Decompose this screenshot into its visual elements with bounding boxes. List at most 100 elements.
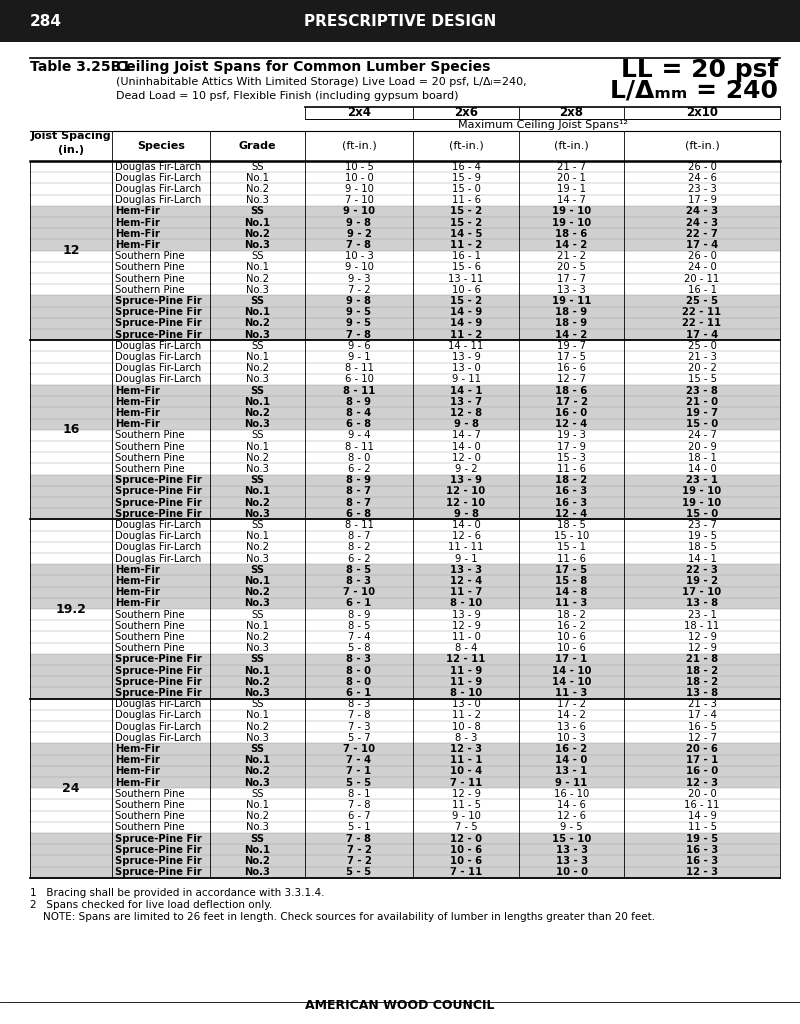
Text: 16 - 10: 16 - 10 — [554, 788, 589, 799]
Text: 24 - 3: 24 - 3 — [686, 218, 718, 227]
Text: 6 - 2: 6 - 2 — [348, 554, 370, 563]
Text: 5 - 1: 5 - 1 — [348, 822, 370, 833]
Bar — [30, 161, 780, 172]
Bar — [30, 228, 780, 240]
Text: No.3: No.3 — [245, 777, 270, 787]
Text: Douglas Fir-Larch: Douglas Fir-Larch — [115, 722, 202, 731]
Text: No.1: No.1 — [245, 397, 270, 407]
Text: Douglas Fir-Larch: Douglas Fir-Larch — [115, 196, 202, 205]
Bar — [30, 497, 780, 508]
Text: No.2: No.2 — [246, 632, 269, 642]
Text: 18 - 6: 18 - 6 — [555, 386, 588, 395]
Text: 17 - 2: 17 - 2 — [557, 699, 586, 710]
Text: 15 - 0: 15 - 0 — [686, 509, 718, 519]
Text: No.2: No.2 — [246, 453, 269, 463]
Text: No.1: No.1 — [245, 307, 270, 317]
Text: No.3: No.3 — [246, 196, 269, 205]
Text: 14 - 10: 14 - 10 — [552, 666, 591, 676]
Bar — [30, 430, 780, 441]
Text: 8 - 3: 8 - 3 — [455, 733, 477, 742]
Text: SS: SS — [251, 788, 264, 799]
Text: 10 - 5: 10 - 5 — [345, 162, 374, 172]
Text: Spruce-Pine Fir: Spruce-Pine Fir — [115, 654, 202, 665]
Text: 11 - 3: 11 - 3 — [555, 688, 588, 698]
Text: 18 - 9: 18 - 9 — [555, 318, 587, 329]
Text: 8 - 7: 8 - 7 — [346, 498, 371, 508]
Bar — [30, 598, 780, 609]
Text: 13 - 9: 13 - 9 — [451, 352, 481, 362]
Text: SS: SS — [251, 430, 264, 440]
Text: 13 - 8: 13 - 8 — [686, 688, 718, 698]
Text: 14 - 0: 14 - 0 — [452, 520, 480, 530]
Text: 12 - 4: 12 - 4 — [555, 509, 588, 519]
Text: 18 - 2: 18 - 2 — [557, 609, 586, 620]
Bar — [30, 866, 780, 878]
Text: Hem-Fir: Hem-Fir — [115, 587, 160, 597]
Text: 13 - 11: 13 - 11 — [448, 273, 484, 284]
Text: 18 - 2: 18 - 2 — [686, 677, 718, 687]
Text: 15 - 0: 15 - 0 — [451, 184, 481, 194]
Bar — [30, 508, 780, 519]
Text: 11 - 11: 11 - 11 — [448, 543, 484, 552]
Text: SS: SS — [251, 162, 264, 172]
Bar — [30, 833, 780, 844]
Text: 14 - 5: 14 - 5 — [450, 228, 482, 239]
Text: Table 3.25B1: Table 3.25B1 — [30, 60, 131, 74]
Text: 19 - 5: 19 - 5 — [687, 531, 717, 542]
Text: Douglas Fir-Larch: Douglas Fir-Larch — [115, 162, 202, 172]
Text: Douglas Fir-Larch: Douglas Fir-Larch — [115, 520, 202, 530]
Text: Douglas Fir-Larch: Douglas Fir-Larch — [115, 711, 202, 721]
Text: 7 - 4: 7 - 4 — [346, 756, 371, 765]
Text: Douglas Fir-Larch: Douglas Fir-Larch — [115, 531, 202, 542]
Text: 17 - 1: 17 - 1 — [686, 756, 718, 765]
Text: 20 - 2: 20 - 2 — [687, 364, 717, 373]
Bar — [30, 340, 780, 351]
Text: 8 - 5: 8 - 5 — [346, 565, 371, 574]
Text: 20 - 0: 20 - 0 — [688, 788, 716, 799]
Bar — [30, 195, 780, 206]
Text: SS: SS — [251, 609, 264, 620]
Text: No.3: No.3 — [246, 554, 269, 563]
Text: 17 - 9: 17 - 9 — [557, 441, 586, 452]
Text: 7 - 8: 7 - 8 — [346, 240, 371, 250]
Text: 8 - 9: 8 - 9 — [348, 609, 370, 620]
Bar — [30, 676, 780, 687]
Text: 14 - 2: 14 - 2 — [555, 240, 588, 250]
Text: 21 - 2: 21 - 2 — [557, 251, 586, 261]
Text: 18 - 2: 18 - 2 — [555, 475, 587, 485]
Text: 24 - 7: 24 - 7 — [687, 430, 717, 440]
Text: 22 - 3: 22 - 3 — [686, 565, 718, 574]
Text: 14 - 0: 14 - 0 — [452, 441, 480, 452]
Text: Ceiling Joist Spans for Common Lumber Species: Ceiling Joist Spans for Common Lumber Sp… — [116, 60, 490, 74]
Text: 13 - 3: 13 - 3 — [555, 856, 587, 866]
Text: 10 - 6: 10 - 6 — [557, 643, 586, 653]
Text: No.3: No.3 — [246, 375, 269, 384]
Text: 10 - 3: 10 - 3 — [557, 733, 586, 742]
Text: 20 - 1: 20 - 1 — [557, 173, 586, 183]
Bar — [30, 542, 780, 553]
Text: 8 - 9: 8 - 9 — [346, 475, 371, 485]
Text: Maximum Ceiling Joist Spans¹²: Maximum Ceiling Joist Spans¹² — [458, 120, 627, 130]
Bar — [30, 721, 780, 732]
Text: 12 - 10: 12 - 10 — [446, 498, 486, 508]
Text: 8 - 4: 8 - 4 — [346, 408, 372, 418]
Bar — [30, 743, 780, 755]
Text: 14 - 2: 14 - 2 — [555, 330, 588, 340]
Text: 9 - 2: 9 - 2 — [346, 228, 371, 239]
Text: 5 - 5: 5 - 5 — [346, 867, 371, 878]
Text: LL = 20 psf: LL = 20 psf — [621, 58, 778, 82]
Text: 14 - 10: 14 - 10 — [552, 677, 591, 687]
Text: 16 - 0: 16 - 0 — [686, 766, 718, 776]
Text: No.2: No.2 — [245, 677, 270, 687]
Text: No.2: No.2 — [245, 856, 270, 866]
Text: Southern Pine: Southern Pine — [115, 811, 185, 821]
Text: (ft-in.): (ft-in.) — [685, 141, 719, 151]
Text: 8 - 7: 8 - 7 — [346, 486, 371, 497]
Text: (ft-in.): (ft-in.) — [554, 141, 589, 151]
Text: 16 - 3: 16 - 3 — [686, 856, 718, 866]
Text: 2x4: 2x4 — [347, 106, 371, 120]
Text: No.1: No.1 — [245, 666, 270, 676]
Text: 6 - 7: 6 - 7 — [348, 811, 370, 821]
Text: 9 - 5: 9 - 5 — [560, 822, 583, 833]
Text: 12 - 3: 12 - 3 — [686, 867, 718, 878]
